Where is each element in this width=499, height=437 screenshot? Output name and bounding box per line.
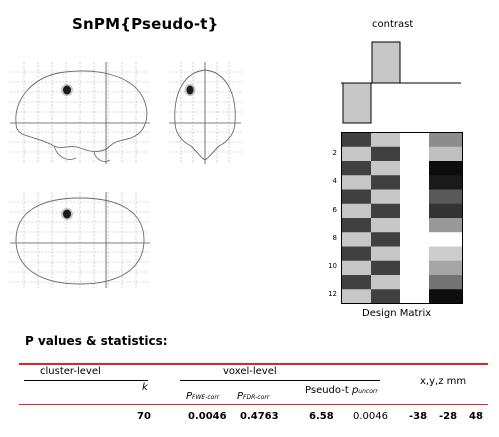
design-matrix-cell [400, 175, 429, 190]
design-matrix-cell [400, 218, 429, 233]
design-matrix-cell [371, 203, 400, 219]
design-matrix-cell [400, 260, 429, 276]
p-fdr-value: 0.4763 [240, 411, 279, 422]
design-matrix-cell [371, 132, 400, 148]
design-matrix-cell [342, 218, 371, 233]
design-matrix-cell [371, 275, 400, 290]
design-matrix-cell [342, 146, 371, 162]
design-matrix-cell [429, 175, 462, 190]
design-matrix-cell [429, 232, 462, 247]
k-header: k [142, 382, 148, 393]
design-matrix-cell [342, 246, 371, 262]
design-matrix-cell [342, 232, 371, 247]
design-matrix-cell [429, 146, 462, 162]
design-matrix-cell [400, 189, 429, 205]
design-matrix-cell [371, 260, 400, 276]
design-matrix-cell [371, 189, 400, 205]
design-matrix-cell [371, 146, 400, 162]
voxel-level-header: voxel-level [223, 366, 277, 377]
design-matrix-cell [400, 246, 429, 262]
voxel-underline [180, 380, 380, 381]
row-label: 12 [328, 290, 337, 298]
design-matrix-cell [342, 275, 371, 290]
design-matrix-cell [429, 275, 462, 290]
design-matrix-cell [429, 260, 462, 276]
cluster-k-value: 70 [137, 411, 151, 422]
design-matrix-cell [429, 161, 462, 176]
design-matrix-cell [371, 232, 400, 247]
design-matrix-cell [342, 175, 371, 190]
design-matrix-cell [400, 132, 429, 148]
pseudo-t-value: 6.58 [309, 411, 334, 422]
design-matrix-cell [371, 175, 400, 190]
p-fdr-header: PFDR-corr [237, 391, 270, 402]
table-header-rule [19, 404, 488, 405]
design-matrix-cell [400, 203, 429, 219]
glass-brain-coronal [169, 62, 241, 164]
cluster-level-header: cluster-level [40, 366, 101, 377]
row-label: 4 [332, 177, 337, 185]
row-label: 8 [332, 234, 337, 242]
design-matrix-cell [429, 189, 462, 205]
contrast-bar-neg [342, 82, 372, 124]
design-matrix-cell [371, 289, 400, 304]
design-matrix-cell [342, 132, 371, 148]
contrast-bar-pos [371, 41, 401, 84]
design-matrix-cell [371, 161, 400, 176]
design-matrix-cell [400, 232, 429, 247]
coord-x-value: -38 [409, 411, 428, 422]
row-label: 2 [332, 149, 337, 157]
coord-y-value: -28 [439, 411, 458, 422]
design-matrix-cell [400, 275, 429, 290]
contrast-label: contrast [372, 19, 414, 30]
design-matrix-cell [429, 289, 462, 304]
design-matrix-cell [429, 246, 462, 262]
design-matrix-cell [342, 260, 371, 276]
row-label: 10 [328, 262, 337, 270]
row-label: 6 [332, 206, 337, 214]
design-matrix-cell [400, 161, 429, 176]
design-matrix-label: Design Matrix [362, 308, 432, 319]
pseudo-t-header: Pseudo-t puncorr [305, 385, 378, 396]
contrast-bar-plot [341, 41, 461, 124]
design-matrix-cell [342, 161, 371, 176]
design-matrix-cell [429, 203, 462, 219]
design-matrix-cell [342, 203, 371, 219]
design-matrix-cell [400, 289, 429, 304]
design-matrix-cell [371, 246, 400, 262]
activation-blob [63, 85, 71, 95]
stats-heading: P values & statistics: [25, 334, 168, 348]
xyz-header: x,y,z mm [420, 376, 467, 387]
design-matrix [341, 132, 463, 304]
figure-title: SnPM{Pseudo-t} [72, 15, 219, 33]
design-matrix-cell [371, 218, 400, 233]
design-matrix-cell [400, 146, 429, 162]
p-unc-value: 0.0046 [353, 411, 388, 422]
glass-brain-sagittal [10, 62, 150, 164]
design-matrix-cell [429, 132, 462, 148]
p-fwe-header: PFWE-corr [186, 391, 220, 402]
table-top-rule [19, 363, 488, 365]
design-matrix-cell [429, 218, 462, 233]
glass-brain-axial [10, 192, 150, 288]
coord-z-value: 48 [469, 411, 483, 422]
p-fwe-value: 0.0046 [188, 411, 227, 422]
design-matrix-cell [342, 189, 371, 205]
cluster-underline [24, 380, 148, 381]
design-matrix-row-labels: 2 4 6 8 10 12 [325, 132, 339, 304]
design-matrix-cell [342, 289, 371, 304]
